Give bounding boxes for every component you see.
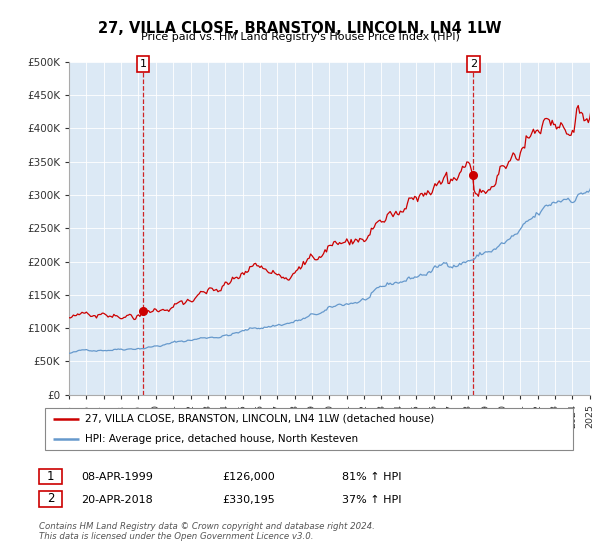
FancyBboxPatch shape bbox=[39, 491, 62, 507]
Text: HPI: Average price, detached house, North Kesteven: HPI: Average price, detached house, Nort… bbox=[85, 434, 358, 444]
Text: Contains HM Land Registry data © Crown copyright and database right 2024.: Contains HM Land Registry data © Crown c… bbox=[39, 522, 375, 531]
Text: £126,000: £126,000 bbox=[222, 472, 275, 482]
Text: 27, VILLA CLOSE, BRANSTON, LINCOLN, LN4 1LW: 27, VILLA CLOSE, BRANSTON, LINCOLN, LN4 … bbox=[98, 21, 502, 36]
FancyBboxPatch shape bbox=[45, 408, 573, 450]
Text: 20-APR-2018: 20-APR-2018 bbox=[81, 494, 153, 505]
Text: 2: 2 bbox=[470, 59, 477, 69]
Text: £330,195: £330,195 bbox=[222, 494, 275, 505]
Text: 37% ↑ HPI: 37% ↑ HPI bbox=[342, 494, 401, 505]
Text: 1: 1 bbox=[140, 59, 146, 69]
FancyBboxPatch shape bbox=[39, 469, 62, 484]
Text: This data is licensed under the Open Government Licence v3.0.: This data is licensed under the Open Gov… bbox=[39, 532, 314, 541]
Text: 08-APR-1999: 08-APR-1999 bbox=[81, 472, 153, 482]
Text: Price paid vs. HM Land Registry's House Price Index (HPI): Price paid vs. HM Land Registry's House … bbox=[140, 32, 460, 43]
Text: 27, VILLA CLOSE, BRANSTON, LINCOLN, LN4 1LW (detached house): 27, VILLA CLOSE, BRANSTON, LINCOLN, LN4 … bbox=[85, 414, 434, 423]
Text: 1: 1 bbox=[47, 470, 54, 483]
Text: 2: 2 bbox=[47, 492, 54, 506]
Text: 81% ↑ HPI: 81% ↑ HPI bbox=[342, 472, 401, 482]
